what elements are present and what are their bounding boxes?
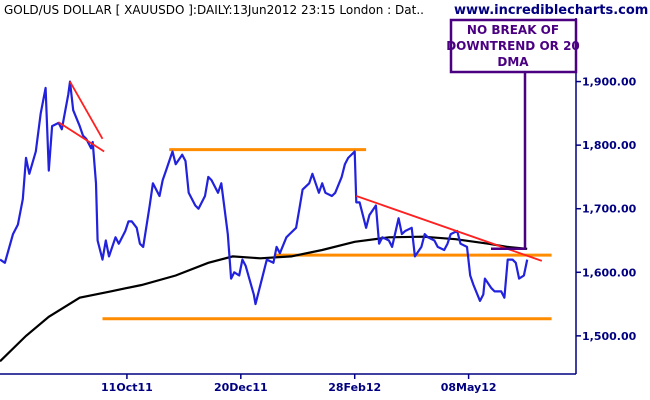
- y-axis: 1,900.00 1,800.00 1,700.00 1,600.00 1,500.00: [576, 76, 637, 343]
- x-tick-label: 08May12: [441, 381, 497, 394]
- annotation-box: [449, 18, 578, 74]
- moving-average-line: [0, 235, 528, 363]
- trendline-2: [58, 121, 105, 153]
- trendline-3: [356, 195, 543, 262]
- chart-title: GOLD/US DOLLAR [ XAUUSDO ]:DAILY:13Jun20…: [4, 3, 424, 17]
- annotation: NO BREAK OF DOWNTREND OR 20 DMA: [446, 18, 580, 251]
- annotation-line-2: DOWNTREND OR 20: [446, 39, 580, 53]
- brand-url: www.incrediblecharts.com: [454, 3, 648, 18]
- y-tick-label: 1,800.00: [582, 139, 637, 152]
- annotation-line-1: NO BREAK OF: [467, 23, 559, 37]
- x-tick-label: 20Dec11: [214, 381, 268, 394]
- x-axis: 11Oct11 20Dec11 28Feb12 08May12: [101, 374, 497, 394]
- y-tick-label: 1,500.00: [582, 330, 637, 343]
- annotation-pointer: [491, 72, 527, 251]
- y-tick-label: 1,900.00: [582, 76, 637, 89]
- y-tick-label: 1,600.00: [582, 266, 637, 279]
- plot-area: [0, 80, 552, 363]
- annotation-line-3: DMA: [497, 55, 529, 69]
- y-tick-label: 1,700.00: [582, 203, 637, 216]
- x-tick-label: 28Feb12: [328, 381, 381, 394]
- trendline-1: [69, 81, 104, 140]
- price-line: [0, 80, 529, 306]
- x-tick-label: 11Oct11: [101, 381, 153, 394]
